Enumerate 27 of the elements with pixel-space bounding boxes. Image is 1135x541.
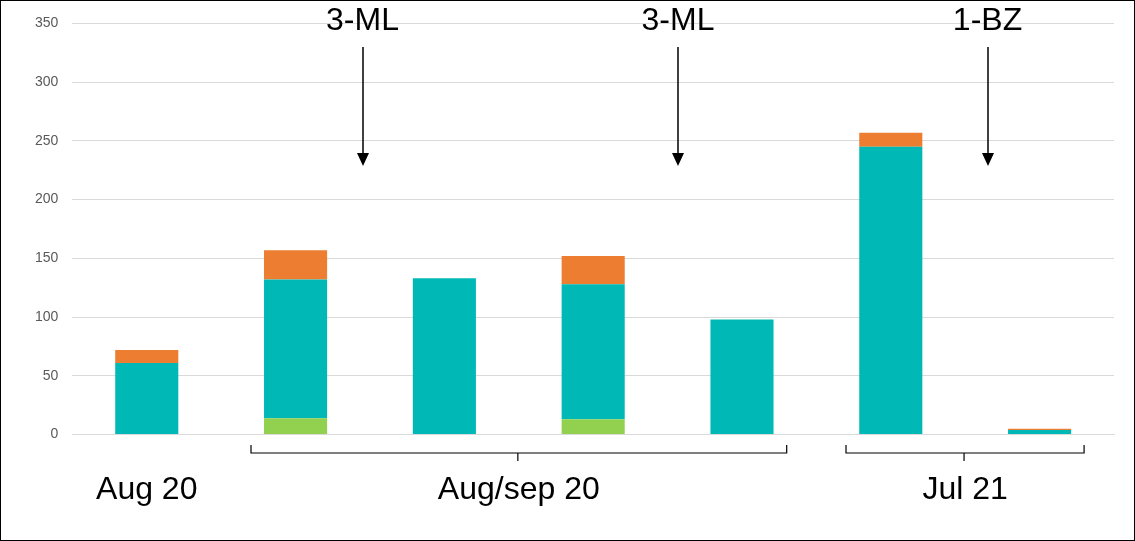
bar xyxy=(710,319,774,435)
y-tick-label: 50 xyxy=(42,366,59,383)
bar xyxy=(264,418,328,435)
bar xyxy=(561,284,625,420)
text: Aug/sep 20 xyxy=(437,469,600,507)
y-tick-label: 350 xyxy=(35,14,59,31)
annotation: 3-ML xyxy=(326,1,399,38)
bar xyxy=(561,419,625,435)
bar xyxy=(859,146,923,435)
y-tick-label: 0 xyxy=(50,425,59,442)
bar xyxy=(115,350,179,363)
bar xyxy=(412,278,476,435)
bar xyxy=(1008,429,1072,435)
y-tick-label: 200 xyxy=(35,190,59,207)
bar xyxy=(264,250,328,280)
annotation: 1-BZ xyxy=(952,1,1023,38)
bar xyxy=(115,362,179,435)
annotation: 3-ML xyxy=(641,1,715,38)
y-tick-label: 250 xyxy=(35,131,59,148)
text: Jul 21 xyxy=(922,469,1008,507)
bar xyxy=(561,256,625,285)
y-tick-label: 300 xyxy=(35,73,59,89)
y-tick-label: 150 xyxy=(35,249,59,266)
bar xyxy=(264,279,328,419)
text: Aug 20 xyxy=(96,469,198,507)
bar xyxy=(859,132,923,147)
y-tick-label: 100 xyxy=(35,307,59,324)
